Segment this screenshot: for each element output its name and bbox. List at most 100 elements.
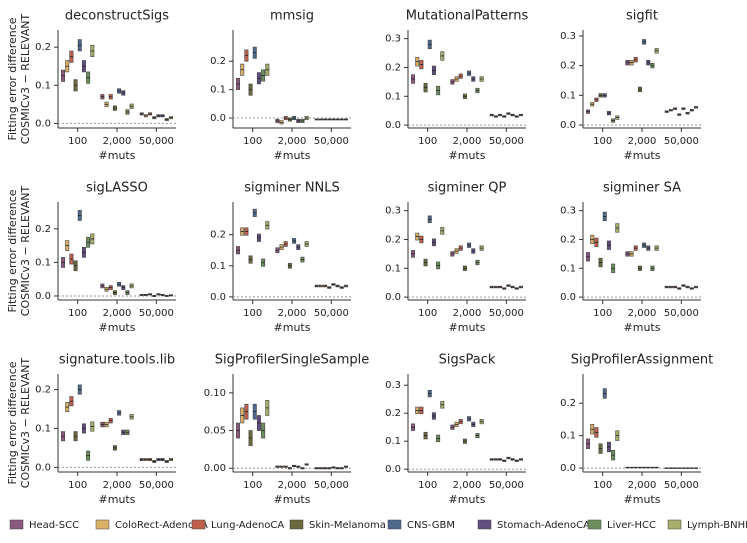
y-tick-label: 0.0 [560,120,576,131]
y-tick-label: 0.1 [210,85,226,96]
y-tick-label: 0.3 [385,34,401,45]
x-tick-label: 2,000 [278,308,307,319]
panel-title: sigminer SA [603,181,681,196]
y-tick-label: 0.1 [385,91,401,102]
y-tick-label: 0.0 [560,292,576,303]
legend-label: Lymph-BNHL [687,520,747,531]
x-tick-label: 100 [68,480,87,491]
x-tick-label: 2,000 [103,480,132,491]
x-axis-label: #muts [624,321,661,334]
x-tick-label: 50,000 [139,480,174,491]
legend-label: Skin-Melanoma [309,520,386,531]
x-tick-label: 50,000 [139,308,174,319]
x-tick-label: 2,000 [628,480,657,491]
y-tick-label: 0.1 [385,263,401,274]
legend-swatch [9,519,24,530]
x-tick-label: 2,000 [103,136,132,147]
x-tick-label: 50,000 [664,308,699,319]
y-tick-label: 0.0 [210,113,226,124]
y-tick-label: 0.0 [385,120,401,131]
y-tick-label: 0.1 [560,90,576,101]
y-tick-label: 0.2 [35,224,51,235]
x-tick-label: 2,000 [453,136,482,147]
x-axis-label: #muts [624,149,661,162]
y-tick-label: 0.2 [560,61,576,72]
y-tick-label: 0.0 [385,292,401,303]
x-tick-label: 100 [593,136,612,147]
x-tick-label: 100 [418,308,437,319]
x-tick-label: 2,000 [278,136,307,147]
x-tick-label: 100 [593,480,612,491]
y-tick-label: 0.3 [560,31,576,42]
panel-title: MutationalPatterns [406,9,529,24]
panel-title: sigLASSO [86,181,148,196]
y-tick-label: 0.0 [385,464,401,475]
y-tick-label: 0.1 [210,261,226,272]
panel-title: signature.tools.lib [59,353,175,368]
x-tick-label: 50,000 [314,480,349,491]
x-tick-label: 2,000 [628,308,657,319]
y-tick-label: 0.0 [210,292,226,303]
legend-swatch [667,519,682,530]
legend-swatch [289,519,304,530]
legend-swatch [191,519,206,530]
y-tick-label: 0.05 [204,426,226,437]
y-tick-label: 0.10 [204,388,226,399]
y-tick-label: 0.1 [35,257,51,268]
legend-label: ColoRect-AdenoCA [115,520,208,531]
legend-label: CNS-GBM [407,520,455,531]
y-tick-label: 0.2 [210,56,226,67]
y-tick-label: 0.2 [210,230,226,241]
x-tick-label: 100 [243,308,262,319]
x-axis-label: #muts [449,493,486,506]
y-tick-label: 0.0 [35,291,51,302]
y-tick-label: 0.0 [560,463,576,474]
y-tick-label: 0.2 [35,42,51,53]
y-tick-label: 0.0 [35,118,51,129]
y-tick-label: 0.0 [35,462,51,473]
x-tick-label: 2,000 [628,136,657,147]
x-axis-label: #muts [99,321,136,334]
x-axis-label: #muts [274,493,311,506]
y-axis-label: Fitting error difference [6,361,19,484]
y-tick-label: 0.2 [385,62,401,73]
y-tick-label: 0.2 [560,398,576,409]
x-tick-label: 100 [243,136,262,147]
x-tick-label: 50,000 [664,136,699,147]
x-axis-label: #muts [99,149,136,162]
panel-title: SigProfilerSingleSample [215,353,370,368]
legend-label: Stomach-AdenoCA [497,520,590,531]
x-axis-label: #muts [449,149,486,162]
x-axis-label: #muts [274,149,311,162]
y-tick-label: 0.3 [385,206,401,217]
panel-title: SigsPack [439,353,496,368]
panel-title: sigminer QP [428,181,507,196]
y-tick-label: 0.1 [560,431,576,442]
y-tick-label: 0.1 [385,436,401,447]
x-axis-label: #muts [274,321,311,334]
y-tick-label: 0.2 [385,234,401,245]
x-axis-label: #muts [449,321,486,334]
x-tick-label: 50,000 [489,308,524,319]
y-tick-label: 0.1 [560,263,576,274]
legend-label: Lung-AdenoCA [211,520,284,531]
x-tick-label: 100 [68,308,87,319]
x-tick-label: 100 [243,480,262,491]
x-tick-label: 50,000 [139,136,174,147]
y-axis-label: COSMICv3 − RELEVANT [19,14,32,145]
legend-label: Head-SCC [29,520,79,531]
y-axis-label: Fitting error difference [6,17,19,140]
legend-swatch [95,519,110,530]
y-axis-label: COSMICv3 − RELEVANT [19,186,32,317]
x-tick-label: 2,000 [103,308,132,319]
x-tick-label: 2,000 [453,480,482,491]
panel-title: SigProfilerAssignment [571,353,713,368]
y-tick-label: 0.3 [385,380,401,391]
x-tick-label: 50,000 [664,480,699,491]
y-tick-label: 0.2 [35,385,51,396]
x-tick-label: 2,000 [453,308,482,319]
panel-title: sigminer NNLS [244,181,340,196]
y-axis-label: Fitting error difference [6,189,19,312]
x-tick-label: 50,000 [314,308,349,319]
